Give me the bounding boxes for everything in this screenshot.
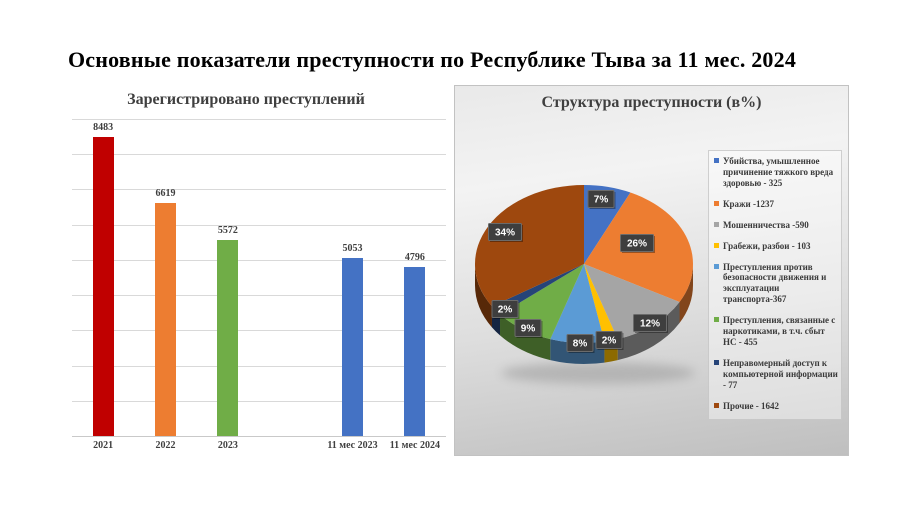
pie-slice-label: 12%: [640, 319, 660, 330]
legend-marker: [714, 263, 719, 269]
legend-label: Преступления, связанные с наркотиками, в…: [723, 315, 836, 348]
bar-value-label: 6619: [155, 187, 176, 199]
legend-item: Преступления против безопасности движени…: [714, 262, 838, 306]
pie-label-box: [514, 319, 542, 337]
bar-value-label: 5572: [217, 224, 238, 236]
bar-value-label: 8483: [93, 122, 114, 134]
pie-label-box: [633, 314, 667, 332]
gridline: [72, 330, 446, 332]
pie-label-box: [595, 331, 623, 349]
x-axis-label: 2021: [93, 440, 114, 451]
pie-slice-side: [500, 314, 551, 361]
legend-item: Прочие - 1642: [714, 401, 838, 412]
legend-marker: [714, 200, 719, 206]
slide-title: Основные показатели преступности по Респ…: [68, 47, 797, 72]
gridline: [72, 295, 446, 297]
pie-label-box: [491, 300, 519, 318]
pie-slice-label: 8%: [573, 339, 588, 350]
pie-slice-label: 2%: [602, 336, 617, 347]
pie-chart-title: Структура преступности (в%): [541, 94, 762, 111]
pie-slice-label: 26%: [627, 239, 647, 250]
legend-label: Преступления против безопасности движени…: [723, 261, 827, 305]
pie-chart-panel: Структура преступности (в%) 7% 26% 12% 2% 8%…: [454, 85, 849, 456]
legend-item: Кражи -1237: [714, 199, 838, 210]
pie-slice-label: 34%: [495, 228, 515, 239]
gridline: [72, 154, 446, 156]
legend-marker: [714, 402, 719, 408]
pie-slice-label: 7%: [594, 195, 609, 206]
pie-label-box: [620, 234, 654, 252]
legend-item: Грабежи, разбои - 103: [714, 241, 838, 252]
bar-chart: Зарегистрировано преступлений 8483 2021 66…: [40, 86, 452, 470]
x-axis-label: 11 мес 2023: [327, 440, 378, 451]
legend-label: Мошенничества -590: [723, 219, 809, 230]
gridline: [72, 189, 446, 191]
x-axis-label: 11 мес 2024: [389, 440, 440, 451]
pie-legend: Убийства, умышленное причинение тяжкого …: [708, 150, 842, 420]
bar-value-label: 4796: [404, 252, 425, 264]
legend-item: Неправомерный доступ к компьютерной инфо…: [714, 358, 838, 391]
pie-shadow: [501, 362, 695, 384]
legend-item: Мошенничества -590: [714, 220, 838, 231]
legend-label: Неправомерный доступ к компьютерной инфо…: [723, 358, 838, 391]
legend-marker: [714, 158, 719, 163]
bar-11-мес-2023: [342, 258, 363, 436]
legend-marker: [714, 242, 719, 248]
bar-chart-title: Зарегистрировано преступлений: [127, 91, 365, 108]
gridline: [72, 119, 446, 120]
pie-slice-label: 9%: [521, 324, 536, 335]
pie-label-box: [566, 334, 594, 352]
bar-chart-plot-area: 8483 2021 6619 2022 5572 2023 5053 11 мес 2023 4…: [72, 119, 446, 451]
legend-label: Прочие - 1642: [723, 400, 780, 411]
x-axis-label: 2023: [217, 440, 238, 451]
legend-label: Убийства, умышленное причинение тяжкого …: [723, 156, 834, 188]
pie-label-box: [488, 223, 522, 241]
gridline: [72, 400, 446, 402]
pie-slice-side: [679, 264, 693, 324]
pie-slice: [475, 185, 584, 307]
legend-marker: [714, 360, 719, 366]
legend-item: Убийства, умышленное причинение тяжкого …: [714, 156, 838, 189]
pie-slice-side: [475, 264, 492, 328]
legend-label: Кражи -1237: [723, 198, 774, 209]
pie-slice-label: 2%: [498, 305, 513, 316]
bar-2023: [217, 239, 239, 436]
gridline: [72, 259, 446, 261]
bar-2022: [155, 202, 176, 436]
x-axis-label: 2022: [155, 440, 176, 451]
gridline: [72, 224, 446, 226]
pie-chart: 7% 26% 12% 2% 8% 9% 2% 34%: [475, 185, 695, 384]
bar-2021: [92, 137, 114, 436]
pie-label-box: [587, 190, 615, 208]
pie-slice: [550, 264, 605, 343]
pie-slice: [584, 264, 618, 342]
bar-value-label: 5053: [342, 243, 363, 255]
legend-item: Преступления, связанные с наркотиками, в…: [714, 315, 838, 348]
legend-marker: [714, 317, 719, 323]
legend-label: Грабежи, разбои - 103: [723, 240, 811, 251]
bar-11-мес-2024: [404, 267, 426, 436]
gridline: [72, 365, 446, 367]
legend-marker: [714, 221, 719, 227]
